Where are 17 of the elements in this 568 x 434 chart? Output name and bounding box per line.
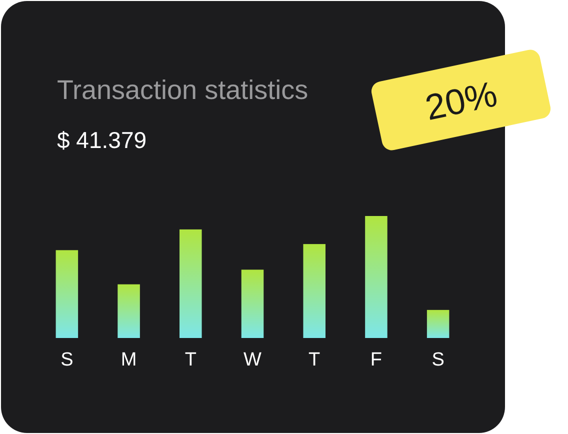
bar	[56, 250, 78, 338]
x-tick-label: S	[60, 349, 74, 370]
bar	[303, 244, 326, 338]
x-tick-label: M	[120, 349, 137, 370]
chart-subtitle: $ 41.379	[57, 127, 147, 153]
x-tick-label: S	[432, 349, 444, 370]
bar	[365, 216, 388, 338]
text: 20%	[422, 72, 501, 128]
bar	[118, 284, 140, 338]
x-tick-label: T	[184, 349, 197, 370]
bar	[241, 270, 264, 338]
x-tick-label: T	[308, 349, 321, 370]
x-tick-label: W	[244, 349, 262, 370]
x-tick-label: F	[370, 349, 382, 370]
bar	[426, 310, 450, 338]
chart-title: Transaction statistics	[57, 75, 308, 105]
bar	[180, 229, 202, 338]
